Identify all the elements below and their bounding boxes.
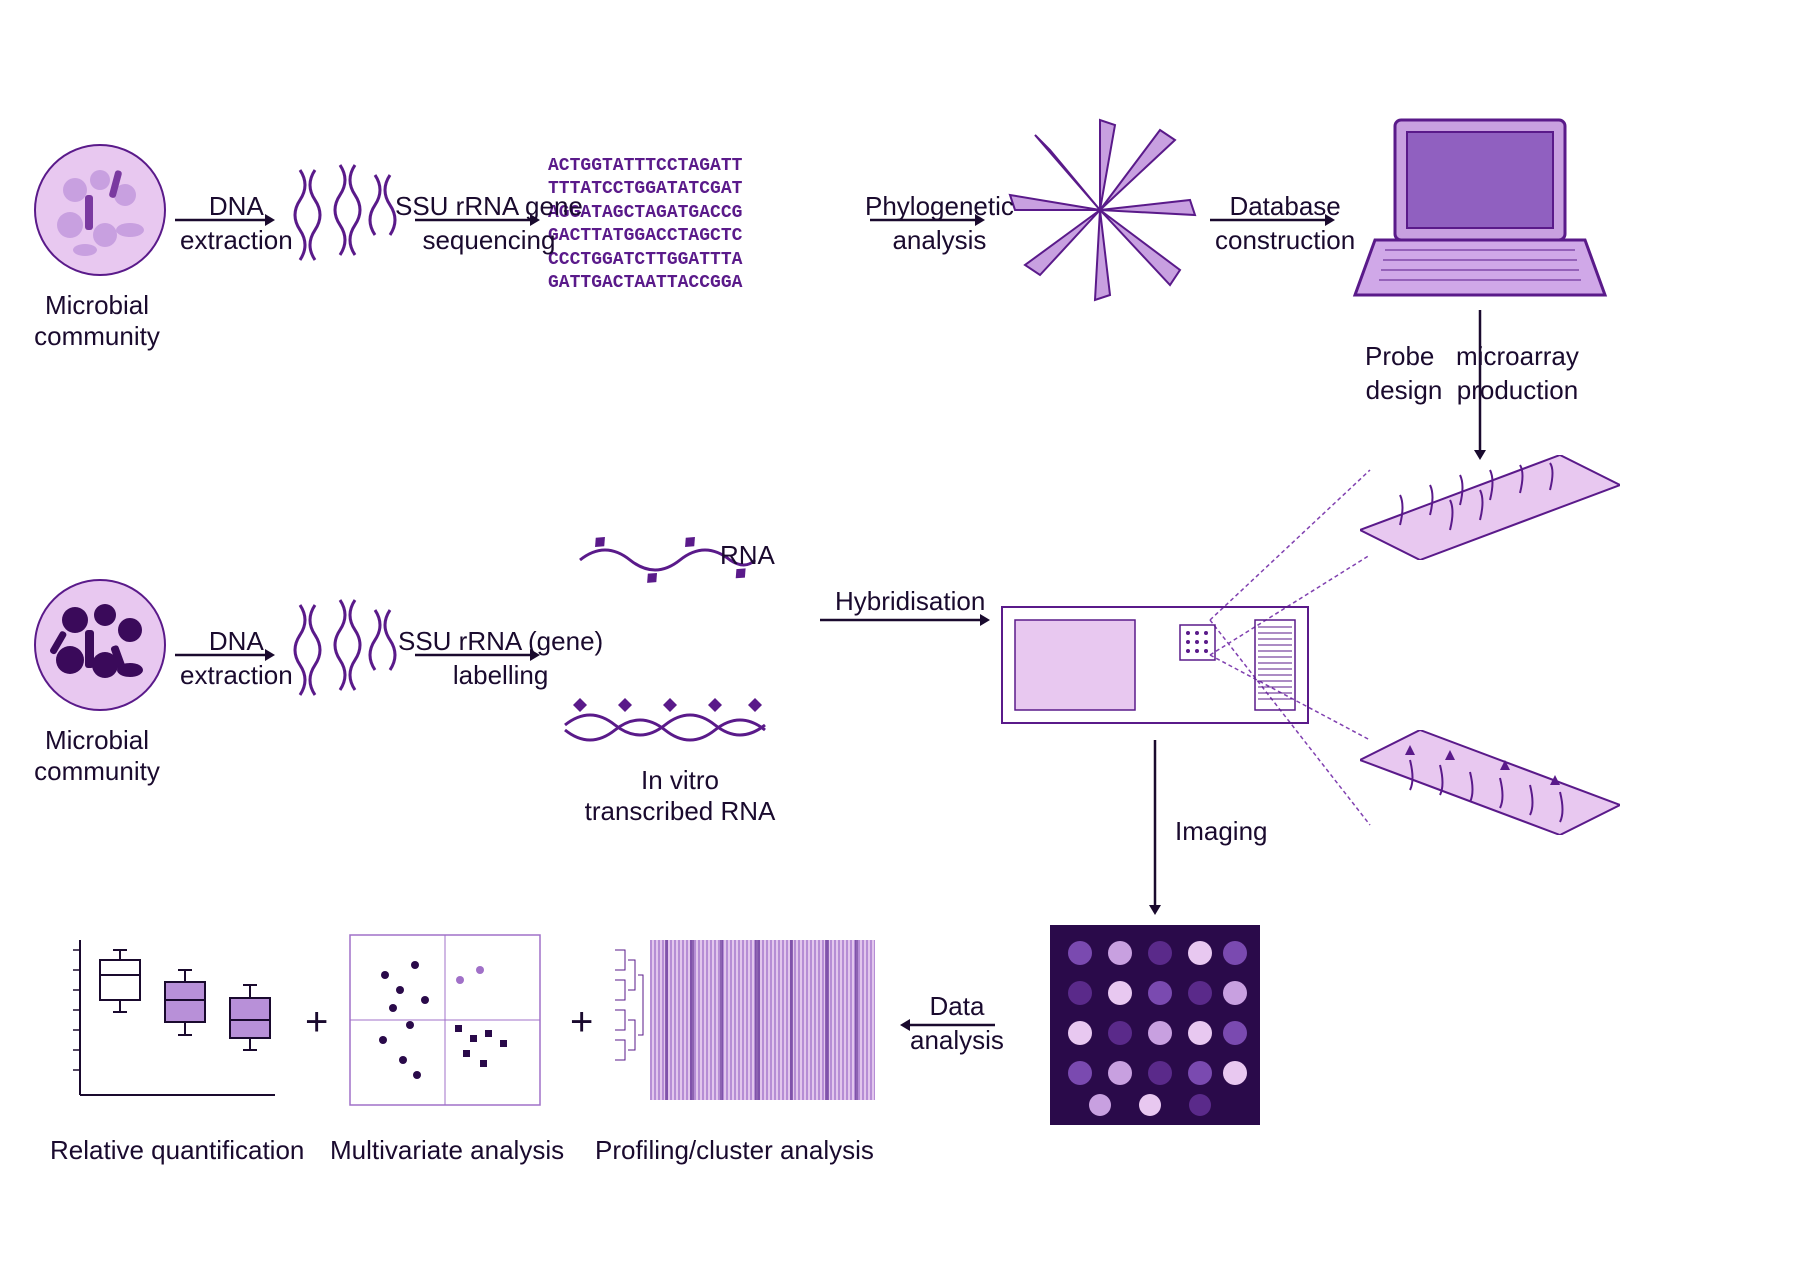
community1-label: Microbial community bbox=[22, 290, 172, 352]
arrow3-label: Phylogenetic analysis bbox=[865, 190, 1014, 258]
heatmap-label: Profiling/cluster analysis bbox=[595, 1135, 874, 1166]
arrow7-label: SSU rRNA (gene) labelling bbox=[398, 625, 603, 693]
community2-icon bbox=[30, 575, 170, 715]
dna2-icon bbox=[280, 585, 410, 715]
plus2: + bbox=[305, 1000, 328, 1045]
slide-icon bbox=[1000, 605, 1310, 725]
invitro-rna-icon bbox=[555, 695, 775, 760]
phylo-tree-icon bbox=[995, 115, 1205, 305]
heatmap-icon bbox=[610, 930, 880, 1110]
arrow2-label: SSU rRNA gene sequencing bbox=[395, 190, 583, 258]
rna-label: RNA bbox=[720, 540, 775, 571]
result-icon bbox=[1050, 925, 1260, 1125]
scatter-label: Multivariate analysis bbox=[330, 1135, 564, 1166]
boxplot-label: Relative quantification bbox=[50, 1135, 304, 1166]
scatter-icon bbox=[345, 930, 545, 1110]
arrow6-label: DNA extraction bbox=[180, 625, 293, 693]
arrow5-label: Probe microarraydesign production bbox=[1365, 340, 1579, 408]
community1-icon bbox=[30, 140, 170, 280]
dna1-icon bbox=[280, 150, 410, 280]
arrow9 bbox=[1145, 740, 1165, 915]
boxplot-icon bbox=[55, 930, 285, 1110]
arrow9-label: Imaging bbox=[1175, 815, 1268, 849]
invitro-rna-label: In vitro transcribed RNA bbox=[570, 765, 790, 827]
community2-label: Microbial community bbox=[22, 725, 172, 787]
plus1: + bbox=[570, 1000, 593, 1045]
arrow8-label: Hybridisation bbox=[835, 585, 985, 619]
laptop-icon bbox=[1345, 110, 1615, 310]
arrow10-label: Data analysis bbox=[910, 990, 1004, 1058]
arrow4-label: Database construction bbox=[1215, 190, 1355, 258]
arrow1-label: DNA extraction bbox=[180, 190, 293, 258]
